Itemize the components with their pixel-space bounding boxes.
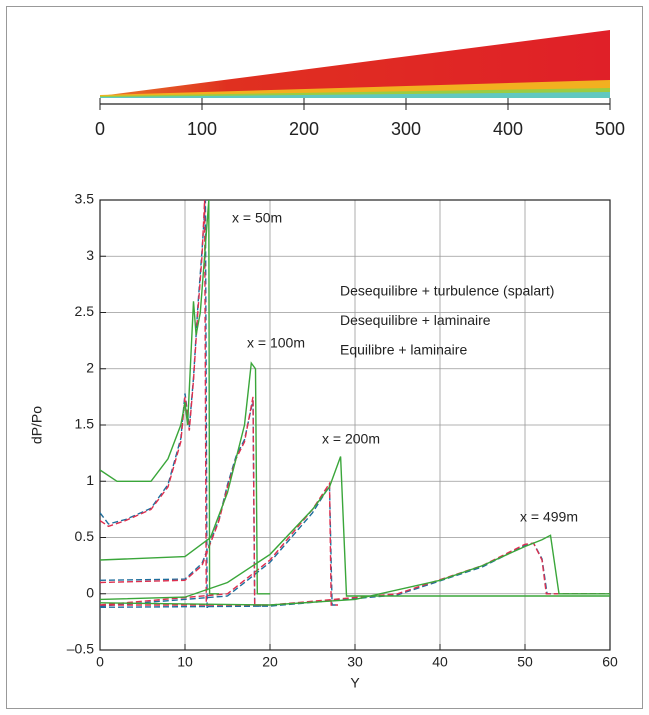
y-tick-label: 3.5 — [75, 191, 95, 207]
y-tick-label: 1 — [86, 472, 94, 488]
plot-frame — [99, 199, 611, 651]
x-tick-label: 300 — [391, 119, 421, 139]
wedge-layer — [100, 92, 610, 98]
x-tick-label: 30 — [347, 654, 363, 670]
x-tick-label: 400 — [493, 119, 523, 139]
x-tick-label: 0 — [96, 654, 104, 670]
wedge — [100, 30, 610, 98]
y-tick-label: 1.5 — [75, 416, 95, 432]
legend-entry: Desequilibre + laminaire — [340, 312, 491, 328]
series-line — [100, 200, 610, 606]
x-tick-label: 500 — [595, 119, 625, 139]
y-tick-label: 3 — [86, 247, 94, 263]
y-tick-label: 2 — [86, 359, 94, 375]
legend-entry: Desequilibre + turbulence (spalart) — [340, 283, 554, 299]
y-tick-label: 0.5 — [75, 528, 95, 544]
annotation: x = 200m — [322, 431, 380, 447]
y-tick-label: 2.5 — [75, 303, 95, 319]
x-tick-label: 50 — [517, 654, 533, 670]
x-tick-label: 200 — [289, 119, 319, 139]
x-axis-label: Y — [350, 675, 360, 691]
x-tick-label: 40 — [432, 654, 448, 670]
annotation: x = 50m — [232, 210, 282, 226]
frame — [6, 6, 643, 709]
series-line — [100, 200, 610, 606]
y-tick-label: 0 — [86, 584, 94, 600]
y-axis-label: dP/Po — [29, 406, 45, 444]
legend-entry: Equilibre + laminaire — [340, 342, 467, 358]
x-tick-label: 20 — [262, 654, 278, 670]
x-tick-label: 100 — [187, 119, 217, 139]
y-tick-label: –0.5 — [67, 641, 94, 657]
x-tick-label: 60 — [602, 654, 618, 670]
x-tick-label: 10 — [177, 654, 193, 670]
annotation: x = 100m — [247, 335, 305, 351]
annotation: x = 499m — [520, 509, 578, 525]
plot-lines — [100, 200, 610, 608]
x-tick-label: 0 — [95, 119, 105, 139]
